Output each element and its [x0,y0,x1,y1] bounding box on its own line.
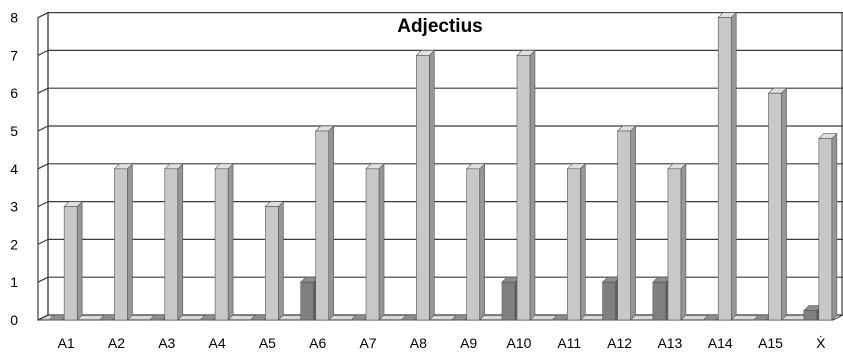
y-tick-label: 1 [10,274,18,290]
bar-series2-12 [616,125,637,321]
x-tick-label: A9 [460,335,477,351]
y-tick-label: 7 [10,47,18,63]
bar-series2-2 [113,163,134,321]
gridline-side [37,238,49,245]
x-tick-label: Ẋ [816,334,826,351]
bar-series2-8 [415,49,436,321]
bars [48,11,838,321]
x-tick-label: A7 [359,335,376,351]
y-tick-label: 3 [10,199,18,215]
bar-series2-1 [63,200,83,321]
bar-series1-6 [299,276,320,321]
y-tick-label: 4 [10,161,18,177]
bar-series2-7 [365,163,385,321]
bar-series1-8 [400,314,421,321]
x-tick-label: A6 [309,335,326,351]
gridline-side [37,201,49,208]
bar-series2-9 [465,163,486,321]
x-tick-label: A14 [708,335,733,351]
gridline-side [37,87,49,94]
gridline-side [37,125,49,132]
x-tick-label: A8 [410,335,427,351]
bar-series1-11 [551,314,572,321]
gridline-side [37,12,49,19]
bar-series2-11 [566,163,587,321]
bar-series2-6 [314,125,335,321]
bar-series2-5 [264,200,285,321]
bar-series1-3 [149,314,169,321]
x-tick-label: A5 [259,335,276,351]
bar-series2-15 [767,87,788,321]
x-tick-label: A12 [607,335,632,351]
x-tick-label: A13 [657,335,682,351]
bar-series2-3 [164,163,184,321]
y-tick-label: 2 [10,236,18,252]
bar-series1-14 [702,314,722,321]
bar-series2-16 [818,132,838,321]
gridline-side [37,163,49,170]
x-tick-label: A10 [507,335,532,351]
y-tick-label: 8 [10,10,18,26]
y-axis-ticks: 0 1 2 3 4 5 6 7 8 [10,10,18,328]
x-tick-label: A2 [108,335,125,351]
y-tick-label: 5 [10,123,18,139]
bar-series2-4 [214,163,234,321]
y-tick-label: 0 [10,312,18,328]
chart-title: Adjectius [397,16,483,37]
gridline-side [37,276,49,283]
bar-series2-14 [717,11,737,321]
x-axis-ticks: A1 A2 A3 A4 A5 A6 A7 A8 A9 A10 A11 A12 A13 A14 A15 Ẋ [58,334,827,351]
gridline-side [37,314,49,321]
x-tick-label: A3 [158,335,175,351]
x-tick-label: A4 [209,335,226,351]
bar-series2-10 [516,49,536,321]
x-tick-label: A11 [557,335,581,351]
y-tick-label: 6 [10,85,18,101]
bar-series2-13 [667,163,687,321]
x-tick-label: A1 [58,335,75,351]
gridline-side [37,49,49,56]
x-tick-label: A15 [758,335,783,351]
